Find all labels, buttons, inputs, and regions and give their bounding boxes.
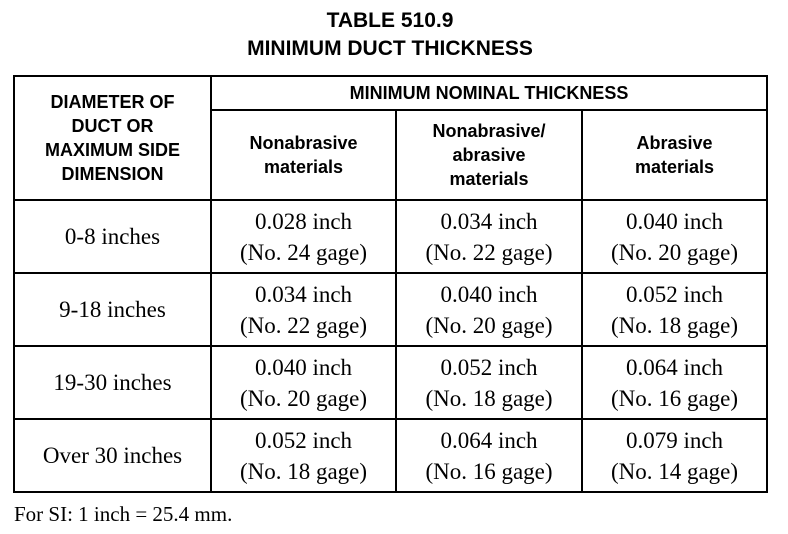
- column-header-nonabrasive: Nonabrasive materials: [210, 109, 397, 201]
- thickness-cell: 0.052 inch (No. 18 gage): [395, 345, 583, 420]
- si-footnote: For SI: 1 inch = 25.4 mm.: [14, 502, 233, 526]
- thickness-cell: 0.028 inch (No. 24 gage): [210, 199, 397, 274]
- column-header-nonabrasive-abrasive: Nonabrasive/ abrasive materials: [395, 109, 583, 201]
- thickness-cell: 0.079 inch (No. 14 gage): [580, 418, 769, 493]
- row-label: Over 30 inches: [13, 418, 212, 493]
- duct-thickness-table: DIAMETER OF DUCT OR MAXIMUM SIDE DIMENSI…: [13, 75, 769, 493]
- thickness-cell: 0.034 inch (No. 22 gage): [210, 272, 397, 347]
- table-row: 0-8 inches 0.028 inch (No. 24 gage) 0.03…: [13, 199, 769, 274]
- thickness-cell: 0.064 inch (No. 16 gage): [395, 418, 583, 493]
- column-header-abrasive: Abrasive materials: [580, 109, 769, 201]
- table-row: Over 30 inches 0.052 inch (No. 18 gage) …: [13, 418, 769, 493]
- row-label: 0-8 inches: [13, 199, 212, 274]
- thickness-cell: 0.040 inch (No. 20 gage): [395, 272, 583, 347]
- row-header-diameter: DIAMETER OF DUCT OR MAXIMUM SIDE DIMENSI…: [13, 75, 212, 201]
- group-header-thickness: MINIMUM NOMINAL THICKNESS: [209, 75, 769, 111]
- table-row: 9-18 inches 0.034 inch (No. 22 gage) 0.0…: [13, 272, 769, 347]
- table-subtitle: MINIMUM DUCT THICKNESS: [247, 37, 533, 60]
- thickness-cell: 0.052 inch (No. 18 gage): [580, 272, 769, 347]
- thickness-cell: 0.034 inch (No. 22 gage): [395, 199, 583, 274]
- thickness-cell: 0.040 inch (No. 20 gage): [580, 199, 769, 274]
- thickness-cell: 0.052 inch (No. 18 gage): [210, 418, 397, 493]
- row-label: 19-30 inches: [13, 345, 212, 420]
- thickness-cell: 0.064 inch (No. 16 gage): [580, 345, 769, 420]
- table-title: TABLE 510.9: [326, 9, 454, 32]
- table-row: 19-30 inches 0.040 inch (No. 20 gage) 0.…: [13, 345, 769, 420]
- thickness-cell: 0.040 inch (No. 20 gage): [210, 345, 397, 420]
- row-label: 9-18 inches: [13, 272, 212, 347]
